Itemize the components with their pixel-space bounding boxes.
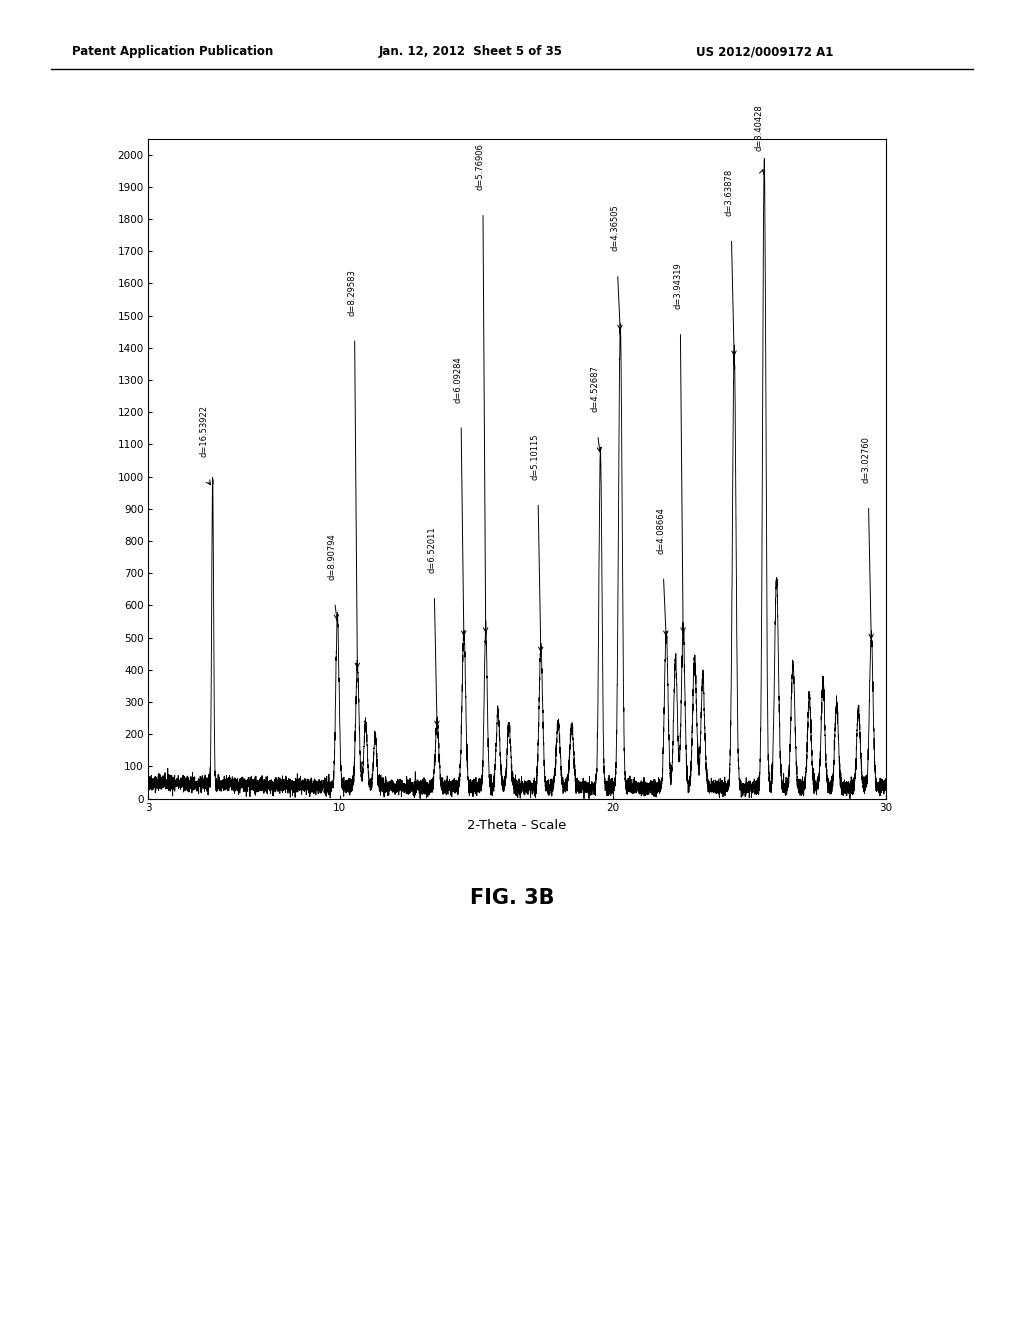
Text: Patent Application Publication: Patent Application Publication [72, 45, 273, 58]
Text: Jan. 12, 2012  Sheet 5 of 35: Jan. 12, 2012 Sheet 5 of 35 [379, 45, 563, 58]
Text: d=4.08664: d=4.08664 [656, 507, 666, 554]
Text: d=8.90794: d=8.90794 [328, 533, 337, 579]
Text: d=3.02760: d=3.02760 [861, 436, 870, 483]
Text: US 2012/0009172 A1: US 2012/0009172 A1 [696, 45, 834, 58]
Text: FIG. 3B: FIG. 3B [470, 887, 554, 908]
Text: d=4.52687: d=4.52687 [591, 366, 599, 412]
Text: d=3.94319: d=3.94319 [673, 263, 682, 309]
Text: d=5.10115: d=5.10115 [530, 433, 540, 480]
Text: d=4.36505: d=4.36505 [610, 205, 620, 251]
Text: d=3.40428: d=3.40428 [755, 104, 763, 152]
Text: d=6.52011: d=6.52011 [427, 527, 436, 573]
Text: d=3.63878: d=3.63878 [724, 169, 733, 216]
Text: d=8.29583: d=8.29583 [347, 269, 356, 315]
Text: d=16.53922: d=16.53922 [200, 405, 209, 457]
Text: d=6.09284: d=6.09284 [454, 356, 463, 403]
X-axis label: 2-Theta - Scale: 2-Theta - Scale [467, 818, 567, 832]
Text: d=5.76906: d=5.76906 [476, 144, 484, 190]
